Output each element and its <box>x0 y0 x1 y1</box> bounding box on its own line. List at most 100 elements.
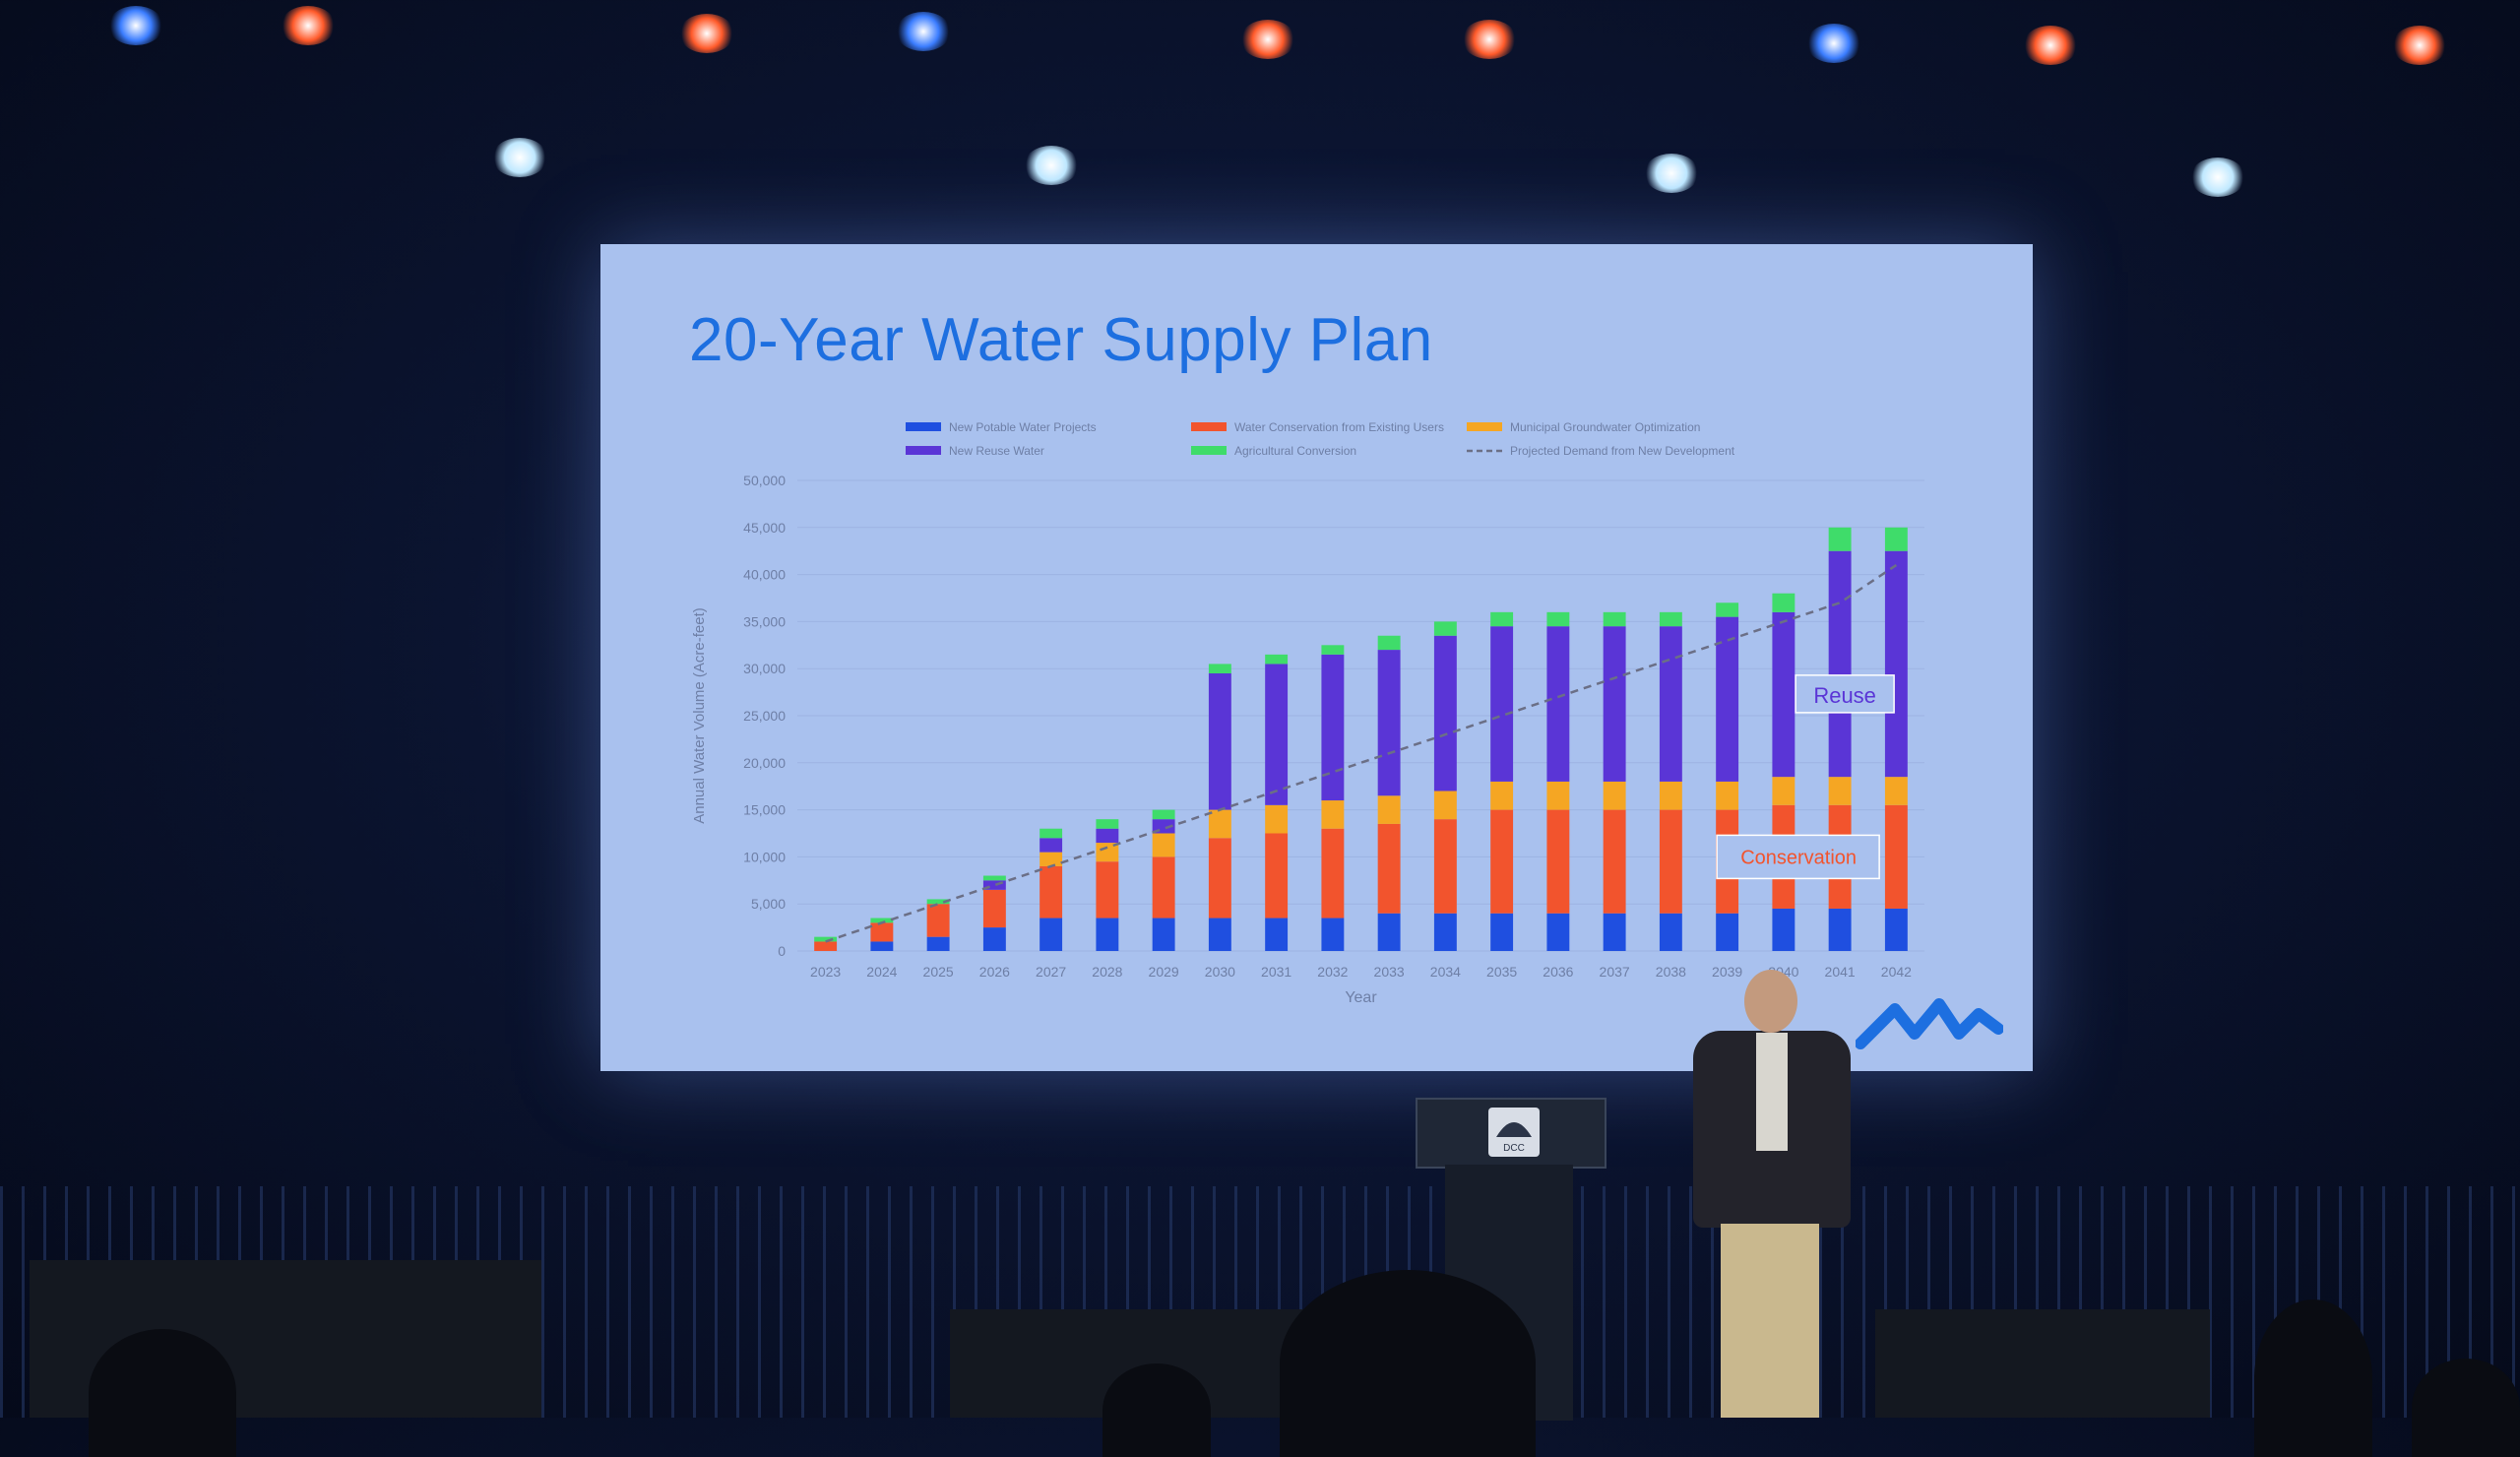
bar-segment <box>1433 819 1457 914</box>
bar-segment <box>870 918 894 923</box>
bar-segment <box>926 936 950 951</box>
conservation-callout-box <box>1716 834 1880 880</box>
x-tick-label: 2028 <box>1092 964 1122 980</box>
bar-segment <box>1096 918 1119 951</box>
bar-segment <box>1040 828 1063 839</box>
bar-segment <box>1490 913 1514 951</box>
bar-segment <box>1321 800 1345 829</box>
x-tick-label: 2038 <box>1656 964 1686 980</box>
y-axis-label: Annual Water Volume (Acre-feet) <box>691 607 708 824</box>
bar-segment <box>1433 791 1457 820</box>
bar-segment <box>1603 611 1626 627</box>
bar-segment <box>1377 635 1401 651</box>
bar-segment <box>1265 833 1289 919</box>
bar-segment <box>1321 654 1345 801</box>
bar-segment <box>1828 908 1852 951</box>
x-tick-label: 2041 <box>1825 964 1856 980</box>
y-tick-label: 50,000 <box>743 473 786 488</box>
bar-segment <box>1377 650 1401 796</box>
legend-swatch <box>1467 422 1502 431</box>
bar-segment <box>1884 777 1908 805</box>
stage-light-icon <box>679 14 734 53</box>
bar-segment <box>1152 856 1175 919</box>
bar-segment <box>1772 611 1796 778</box>
audience-head <box>1280 1270 1536 1457</box>
bar-segment <box>1490 611 1514 627</box>
legend-label: Water Conservation from Existing Users <box>1234 420 1444 434</box>
bar-segment <box>1828 527 1852 551</box>
bar-segment <box>1716 913 1739 951</box>
podium-emblem-text: DCC <box>1503 1143 1525 1154</box>
legend-swatch <box>1191 446 1227 455</box>
x-tick-label: 2023 <box>810 964 841 980</box>
bar-segment <box>1321 645 1345 655</box>
bar-segment <box>1152 918 1175 951</box>
stage-light-icon <box>896 12 951 51</box>
stage-monitor-right <box>1875 1309 2210 1418</box>
bar-segment <box>926 904 950 937</box>
bar-segment <box>982 889 1006 928</box>
bar-segment <box>1772 593 1796 612</box>
y-tick-label: 20,000 <box>743 755 786 771</box>
presenter-shirt <box>1756 1033 1788 1151</box>
x-tick-label: 2036 <box>1543 964 1573 980</box>
y-tick-label: 5,000 <box>751 896 786 912</box>
y-tick-label: 45,000 <box>743 520 786 536</box>
stage-light-icon <box>281 6 336 45</box>
legend-label: Projected Demand from New Development <box>1510 444 1735 458</box>
x-tick-label: 2032 <box>1317 964 1348 980</box>
podium-emblem-icon: DCC <box>1488 1108 1540 1157</box>
bar-segment <box>1603 626 1626 782</box>
bar-segment <box>1490 809 1514 914</box>
x-tick-label: 2042 <box>1881 964 1912 980</box>
bar-segment <box>1828 777 1852 805</box>
audience-head <box>1102 1363 1211 1457</box>
stage-light-icon <box>2392 26 2447 65</box>
legend-swatch <box>1191 422 1227 431</box>
bar-segment <box>1265 918 1289 951</box>
bar-segment <box>814 936 838 942</box>
y-tick-label: 15,000 <box>743 802 786 818</box>
bar-segment <box>982 927 1006 951</box>
bar-segment <box>1040 852 1063 866</box>
y-tick-label: 40,000 <box>743 567 786 583</box>
bar-segment <box>1490 626 1514 782</box>
bar-segment <box>1884 804 1908 909</box>
bar-segment <box>1546 611 1570 627</box>
legend-swatch <box>906 446 941 455</box>
y-tick-label: 10,000 <box>743 849 786 864</box>
bar-segment <box>1546 913 1570 951</box>
y-tick-label: 35,000 <box>743 613 786 629</box>
x-axis-label: Year <box>1345 989 1377 1006</box>
bar-segment <box>1659 781 1682 810</box>
x-tick-label: 2024 <box>866 964 897 980</box>
legend-label: New Potable Water Projects <box>949 420 1097 434</box>
legend-label: Agricultural Conversion <box>1234 444 1356 458</box>
presenter-head <box>1744 970 1797 1033</box>
bar-segment <box>1603 913 1626 951</box>
bar-segment <box>870 922 894 942</box>
bar-segment <box>1208 809 1231 839</box>
x-tick-label: 2031 <box>1261 964 1292 980</box>
stacked-bar-chart: 0 5,000 10,000 15,000 20,000 25,000 30,000 35,0… <box>691 420 1924 1006</box>
legend-label: New Reuse Water <box>949 444 1044 458</box>
bar-segment <box>1265 654 1289 665</box>
bar-segment <box>1096 843 1119 862</box>
bar-segment <box>1546 809 1570 914</box>
x-tick-label: 2037 <box>1600 964 1630 980</box>
bar-segment <box>1040 918 1063 951</box>
bar-segment <box>1884 550 1908 778</box>
bar-segment <box>1772 908 1796 951</box>
legend-swatch <box>906 422 941 431</box>
bar-segment <box>1096 861 1119 919</box>
bar-segment <box>1096 828 1119 844</box>
bar-segment <box>1321 828 1345 919</box>
bar-segment <box>1716 602 1739 617</box>
stage-light-icon <box>1462 20 1517 59</box>
bar-segment <box>1208 918 1231 951</box>
stage-light-icon <box>1644 154 1699 193</box>
projection-line <box>825 564 1898 943</box>
bar-segment <box>1884 908 1908 951</box>
x-tick-label: 2025 <box>923 964 954 980</box>
stage-light-icon <box>1024 146 1079 185</box>
